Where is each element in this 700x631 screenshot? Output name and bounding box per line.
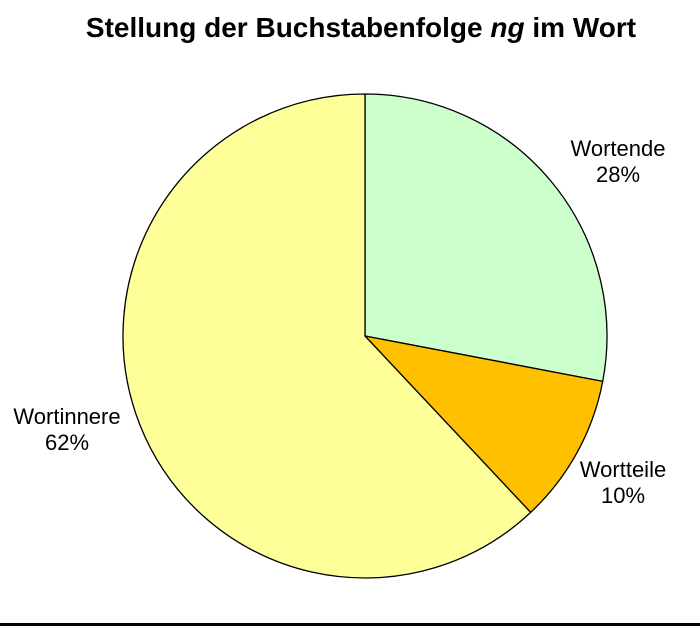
chart-title: Stellung der Buchstabenfolge ng im Wort	[86, 11, 636, 45]
slice-label-wortteile-pct: 10%	[600, 483, 646, 508]
pie-slice-wortinnere	[122, 93, 532, 579]
pie-slice-wortende	[364, 93, 608, 382]
slice-label-wortinnere-pct: 62%	[44, 430, 90, 455]
pie-slice-wortteile	[364, 335, 604, 514]
slice-label-wortende-pct: 28%	[595, 162, 641, 187]
chart-title-italic-ng: ng	[490, 12, 525, 43]
slice-label-wortende-name: Wortende	[570, 136, 666, 161]
slice-label-wortende: Wortende 28%	[571, 136, 666, 188]
slice-label-wortinnere: Wortinnere 62%	[13, 404, 120, 456]
slice-label-wortteile: Wortteile 10%	[580, 457, 666, 509]
slice-label-wortteile-name: Wortteile	[579, 457, 667, 482]
chart-title-suffix: im Wort	[524, 12, 637, 43]
slice-label-wortinnere-name: Wortinnere	[13, 404, 121, 429]
bottom-border-line	[0, 623, 700, 626]
chart-title-prefix: Stellung der Buchstabenfolge	[85, 12, 491, 43]
